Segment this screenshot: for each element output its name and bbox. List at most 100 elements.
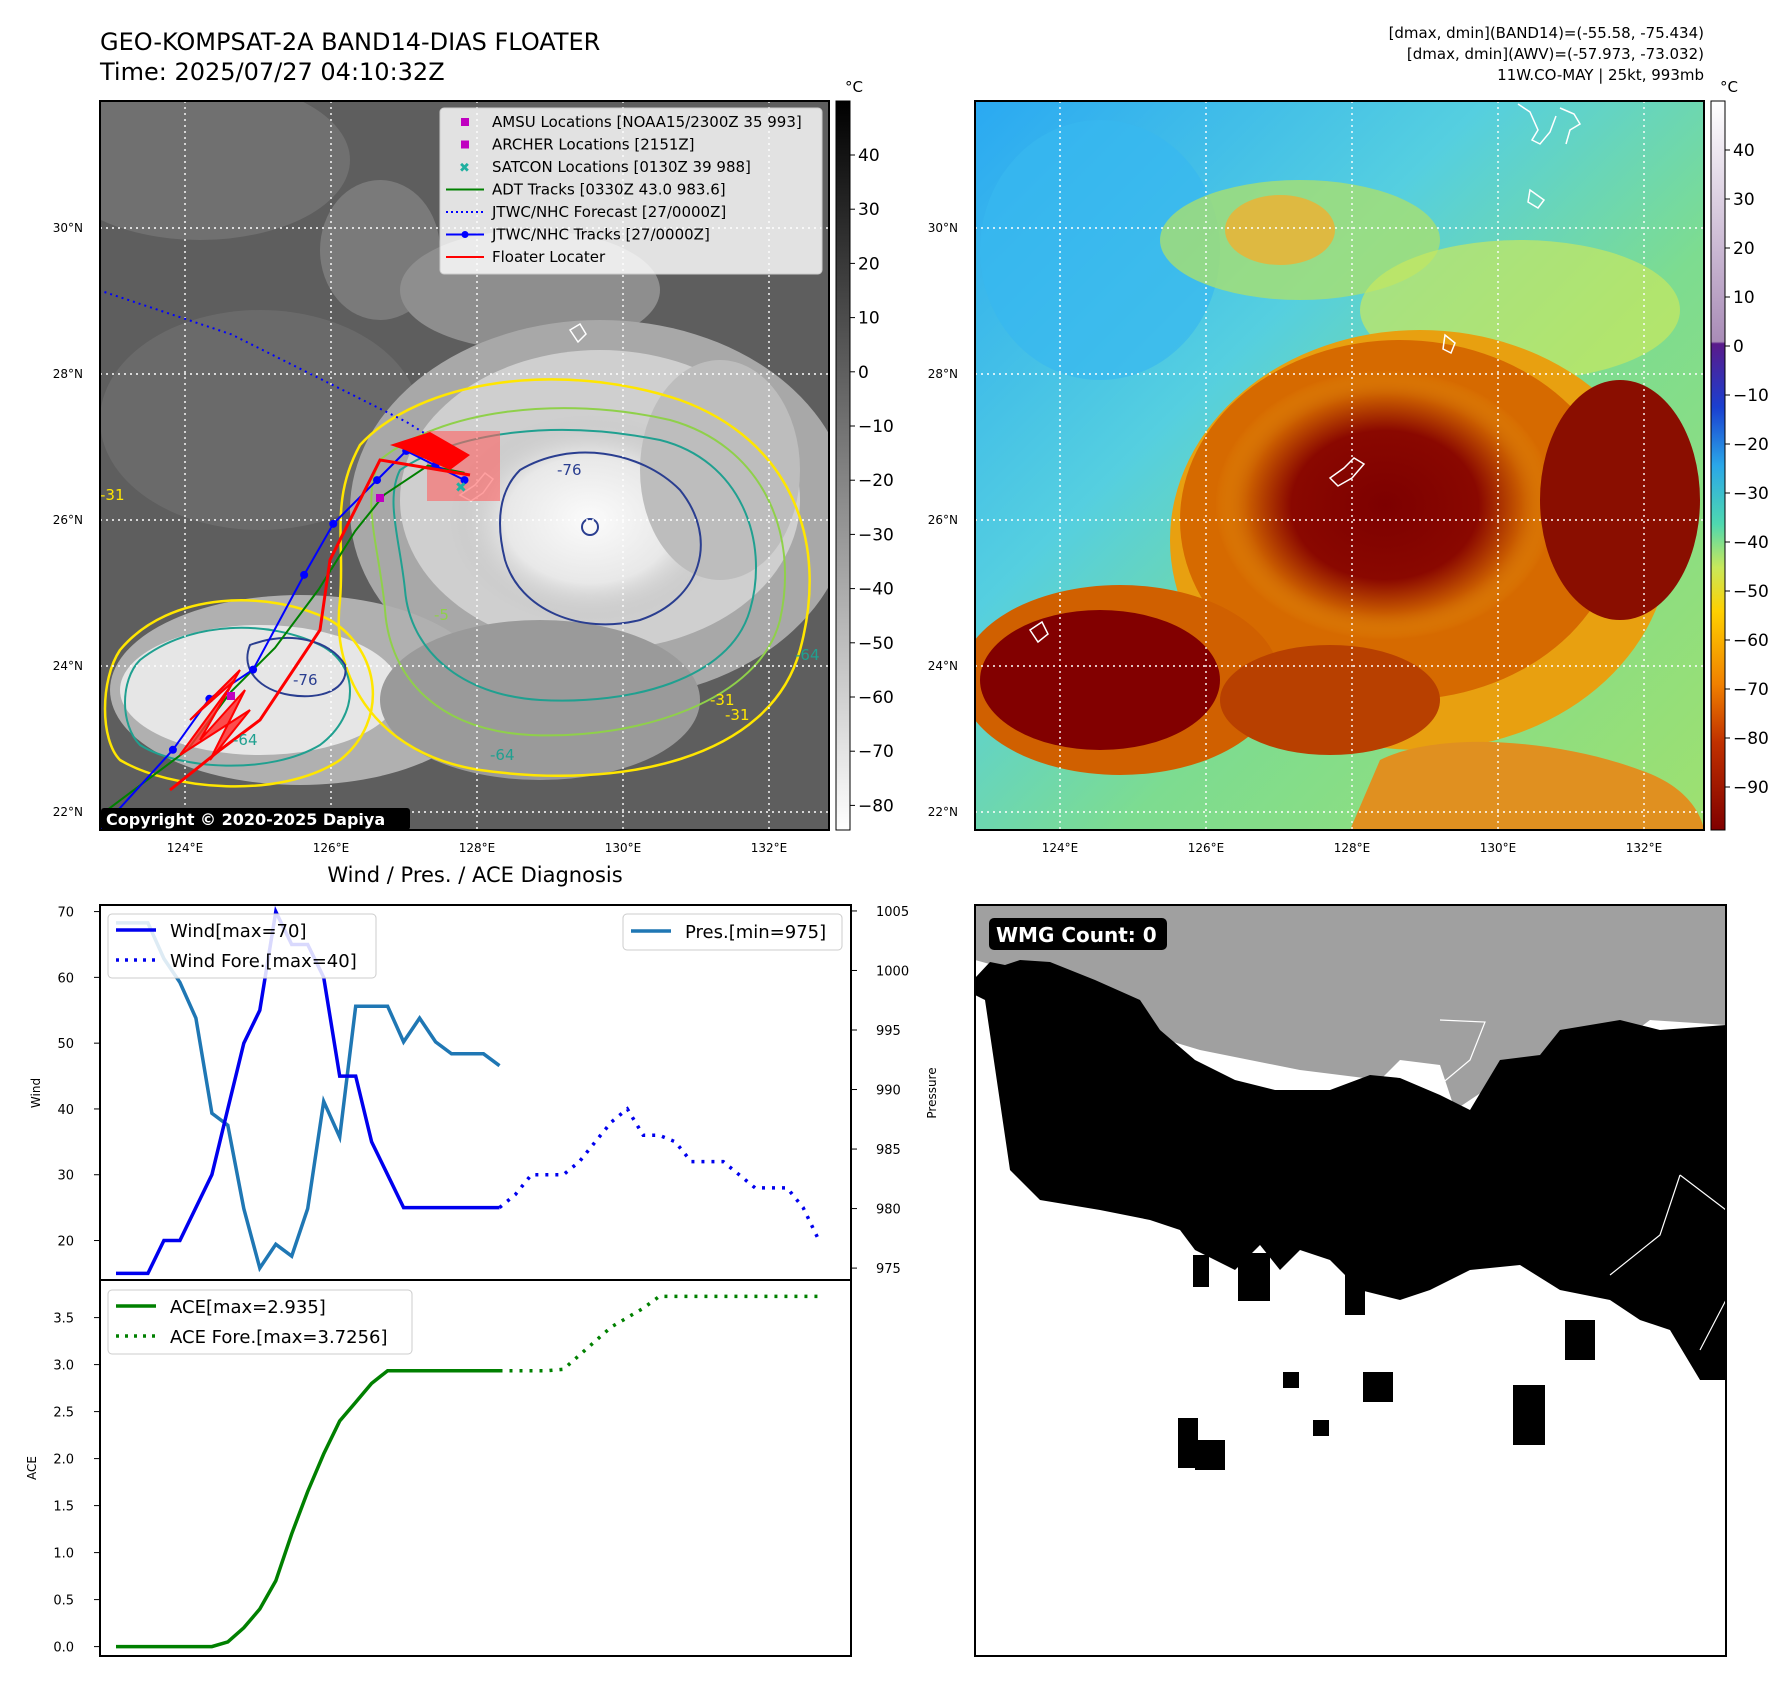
colorbar-tick-label: −70 — [1733, 680, 1769, 700]
legend-entry: SATCON Locations [0130Z 39 988] — [492, 158, 751, 176]
colorbar-tick-label: 10 — [1733, 288, 1755, 308]
ir-frame — [99, 100, 830, 831]
jtwc-forecast-track — [100, 289, 466, 460]
longitude-tick-label: 128°E — [459, 841, 496, 855]
longitude-tick-label: 126°E — [1188, 841, 1225, 855]
wv-colorbar-unit: °C — [1720, 78, 1738, 96]
wmg-coastline — [1439, 1019, 1486, 1086]
colorbar-tick-label: −40 — [1733, 533, 1769, 553]
colorbar-tick-label: 0 — [858, 363, 869, 383]
copyright-text: Copyright © 2020-2025 Dapiya — [106, 810, 385, 829]
ace-axis-tick-label: 1.0 — [53, 1547, 74, 1562]
jtwc-track-point — [329, 519, 338, 528]
colorbar-tick-label: −80 — [858, 796, 894, 816]
wv-colorbar — [1710, 100, 1726, 831]
latitude-tick-label: 30°N — [928, 221, 958, 235]
contour-label: -76 — [557, 461, 582, 479]
legend-marker — [461, 140, 469, 149]
colorbar-tick-label: −70 — [858, 742, 894, 762]
legend-marker: ✖ — [459, 161, 470, 176]
pressure-axis-tick-label: 1005 — [876, 905, 909, 920]
latitude-tick-label: 26°N — [928, 513, 958, 527]
ace-axes — [99, 1279, 852, 1657]
pressure-axis-label: Pressure — [925, 1067, 939, 1118]
ace-axis-label: ACE — [25, 1456, 39, 1480]
colorbar-tick-label: −60 — [858, 688, 894, 708]
pressure-axis-tick-label: 985 — [876, 1143, 901, 1158]
satcon-location-marker: ✖ — [455, 480, 467, 496]
ace-axis-tick-label: 0.0 — [53, 1641, 74, 1656]
colorbar-tick-label: 10 — [858, 309, 880, 329]
pressure-axis-tick-label: 1000 — [876, 964, 909, 979]
colorbar-tick-label: 40 — [858, 146, 880, 166]
colorbar-tick-label: 30 — [858, 200, 880, 220]
jtwc-track-point — [373, 476, 382, 485]
figure-title: GEO-KOMPSAT-2A BAND14-DIAS FLOATER — [100, 28, 600, 56]
wv-image — [975, 101, 1704, 830]
longitude-tick-label: 132°E — [751, 841, 788, 855]
jtwc-track-point — [168, 745, 177, 754]
jtwc-track-point — [249, 665, 258, 674]
colorbar-tick-label: −20 — [1733, 435, 1769, 455]
wmg-ocean — [975, 905, 1726, 1110]
wmg-panel: WMG Count: 0 — [974, 904, 1727, 1657]
colorbar-tick-label: 20 — [1733, 239, 1755, 259]
legend-marker — [461, 231, 469, 238]
contour-label: -64 — [490, 746, 515, 764]
latitude-tick-label: 28°N — [928, 367, 958, 381]
longitude-tick-label: 128°E — [1334, 841, 1371, 855]
wv-coastlines — [1028, 103, 1582, 644]
ace-axis-tick-label: 0.5 — [53, 1594, 74, 1609]
pressure-legend: Pres.[min=975] — [622, 913, 843, 951]
pressure-series-line — [116, 921, 501, 1273]
ace-axis-tick-label: 2.5 — [53, 1406, 74, 1421]
ir-colorbar-unit: °C — [845, 78, 863, 96]
longitude-tick-label: 132°E — [1626, 841, 1663, 855]
pressure-legend-entry: Pres.[min=975] — [685, 922, 826, 943]
wind-axis-tick-label: 40 — [57, 1103, 74, 1118]
ace-legend: ACE[max=2.935] ACE Fore.[max=3.7256] — [107, 1289, 413, 1355]
ir-panel: ✖ -76 -76 -64 -64 -31 -31 -64 -31 -5 AMS… — [99, 78, 894, 831]
colorbar-tick-label: −60 — [1733, 631, 1769, 651]
colorbar-tick-label: 40 — [1733, 141, 1755, 161]
contour-label: -5 — [434, 606, 449, 624]
ace-forecast-legend-entry: ACE Fore.[max=3.7256] — [170, 1327, 388, 1348]
longitude-tick-label: 126°E — [313, 841, 350, 855]
stats-storm: 11W.CO-MAY | 25kt, 993mb — [1497, 66, 1704, 84]
latitude-tick-label: 26°N — [53, 513, 83, 527]
contour-label: -64 — [233, 731, 258, 749]
wv-frame — [974, 100, 1705, 831]
wmg-cold-cloud — [975, 960, 1726, 1470]
jtwc-track-point — [460, 476, 469, 485]
contour-label: -76 — [293, 671, 318, 689]
wind-forecast-series-line — [498, 1106, 821, 1242]
colorbar-tick-label: −40 — [858, 580, 894, 600]
pressure-axis-tick-label: 975 — [876, 1262, 901, 1277]
wind-axis-tick-label: 20 — [57, 1235, 74, 1250]
ir-colorbar — [835, 100, 851, 831]
colorbar-tick-label: −30 — [858, 525, 894, 545]
wv-panel: °C 40 30 20 10 0 −10 −20 −30 −40 −50 −60 −70 −80 −90 — [974, 78, 1769, 831]
colorbar-tick-label: −20 — [858, 471, 894, 491]
colorbar-tick-label: 0 — [1733, 337, 1744, 357]
legend-entry: JTWC/NHC Tracks [27/0000Z] — [491, 226, 710, 244]
wind-axis-tick-label: 70 — [57, 906, 74, 921]
wmg-frame — [974, 904, 1727, 1657]
latitude-tick-label: 28°N — [53, 367, 83, 381]
diag-title: Wind / Pres. / ACE Diagnosis — [327, 863, 622, 887]
latitude-tick-label: 22°N — [53, 805, 83, 819]
contour-label: -31 — [725, 706, 750, 724]
colorbar-tick-label: 30 — [1733, 190, 1755, 210]
longitude-tick-label: 130°E — [605, 841, 642, 855]
wind-axis-tick-label: 60 — [57, 971, 74, 986]
longitude-tick-label: 124°E — [1042, 841, 1079, 855]
colorbar-tick-label: 20 — [858, 254, 880, 274]
wv-gridlines — [975, 101, 1704, 830]
ace-axis-tick-label: 3.0 — [53, 1359, 74, 1374]
wind-forecast-legend-entry: Wind Fore.[max=40] — [170, 951, 357, 972]
wind-axis-tick-label: 50 — [57, 1037, 74, 1052]
amsu-location-marker — [227, 692, 235, 700]
legend-entry: JTWC/NHC Forecast [27/0000Z] — [491, 203, 726, 221]
wind-legend: Wind[max=70] Wind Fore.[max=40] — [107, 913, 377, 979]
